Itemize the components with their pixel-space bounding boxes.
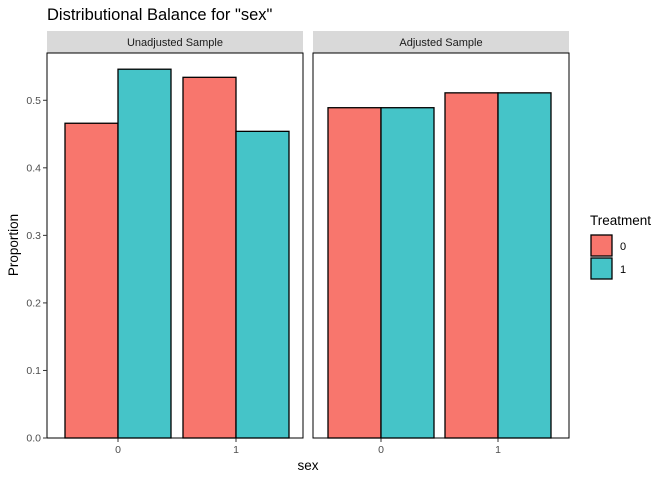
facet-strip (313, 31, 569, 53)
y-axis: 0.0 0.1 0.2 0.3 0.4 0.5 (26, 95, 47, 445)
legend-label: 0 (620, 241, 626, 253)
bar (235, 130, 290, 439)
bar (327, 107, 382, 439)
x-tick-label: 0 (378, 444, 384, 456)
facet-panels: Unadjusted Sample 0 1 Adjusted Sample 0 1 (46, 31, 570, 456)
legend-label: 1 (620, 264, 626, 276)
panel-border (46, 52, 304, 439)
x-tick-label: 1 (233, 444, 239, 456)
panel-border (312, 52, 570, 439)
bar (444, 92, 499, 439)
legend-title: Treatment (590, 213, 651, 228)
facet-panel: Unadjusted Sample 0 1 (46, 31, 304, 456)
bar (380, 107, 435, 439)
bar (182, 76, 237, 439)
bar (64, 122, 119, 439)
y-tick-label: 0.0 (26, 433, 41, 445)
bar (497, 92, 552, 439)
facet-strip (47, 31, 303, 53)
chart-title: Distributional Balance for "sex" (47, 6, 273, 24)
y-tick-label: 0.4 (26, 162, 41, 174)
facet-strip-label: Adjusted Sample (399, 37, 482, 49)
y-tick-label: 0.3 (26, 230, 41, 242)
y-tick-label: 0.1 (26, 365, 41, 377)
legend-swatch (590, 257, 613, 280)
y-tick-label: 0.5 (26, 95, 41, 107)
legend: Treatment 0 1 (590, 213, 651, 280)
x-tick-label: 1 (495, 444, 501, 456)
legend-swatch (590, 234, 613, 257)
facet-panel: Adjusted Sample 0 1 (312, 31, 570, 456)
x-axis-title: sex (297, 458, 318, 473)
y-tick-label: 0.2 (26, 297, 41, 309)
facet-strip-label: Unadjusted Sample (127, 37, 223, 49)
bar (117, 68, 172, 439)
x-tick-label: 0 (115, 444, 121, 456)
y-axis-title: Proportion (6, 214, 21, 276)
